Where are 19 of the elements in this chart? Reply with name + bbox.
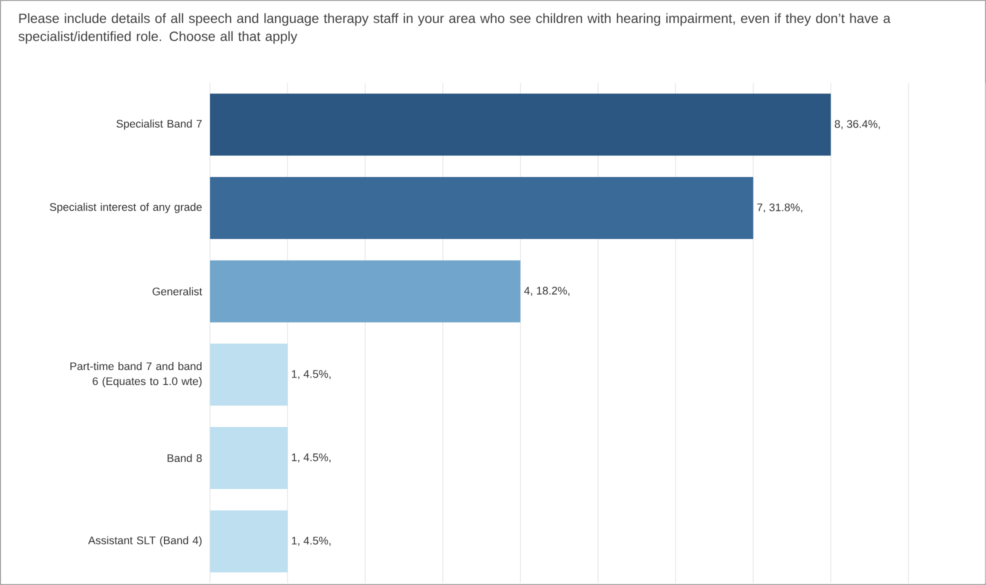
data-label: 8, 36.4%, bbox=[834, 120, 880, 130]
y-tick-label: Specialist interest of any grade bbox=[50, 202, 202, 214]
bar bbox=[210, 94, 831, 156]
bar bbox=[210, 426, 288, 489]
bar bbox=[210, 344, 288, 406]
data-label: 1, 4.5%, bbox=[292, 370, 330, 380]
bar bbox=[210, 510, 288, 572]
data-label: 1, 4.5%, bbox=[292, 536, 330, 546]
bar bbox=[210, 260, 520, 322]
bar bbox=[210, 176, 754, 239]
y-tick-label: Band 8 bbox=[168, 454, 202, 462]
y-tick-label: Assistant SLT (Band 4) bbox=[88, 536, 202, 546]
data-label: 4, 18.2%, bbox=[524, 286, 570, 296]
y-tick-label: Part-time band 7 and band 6 (Equates to 1.0 wte) bbox=[70, 362, 202, 388]
y-tick-label: Generalist bbox=[152, 287, 202, 296]
data-label: 7, 31.8%, bbox=[757, 203, 802, 213]
y-tick-label: Specialist Band 7 bbox=[116, 120, 202, 130]
chart-title: Please include details of all speech and language therapy staff in your area who see children with hearing impairment, even if they don’t have a specialist/identified role. Choose all that apply bbox=[18, 13, 891, 44]
data-label: 1, 4.5%, bbox=[292, 453, 330, 463]
